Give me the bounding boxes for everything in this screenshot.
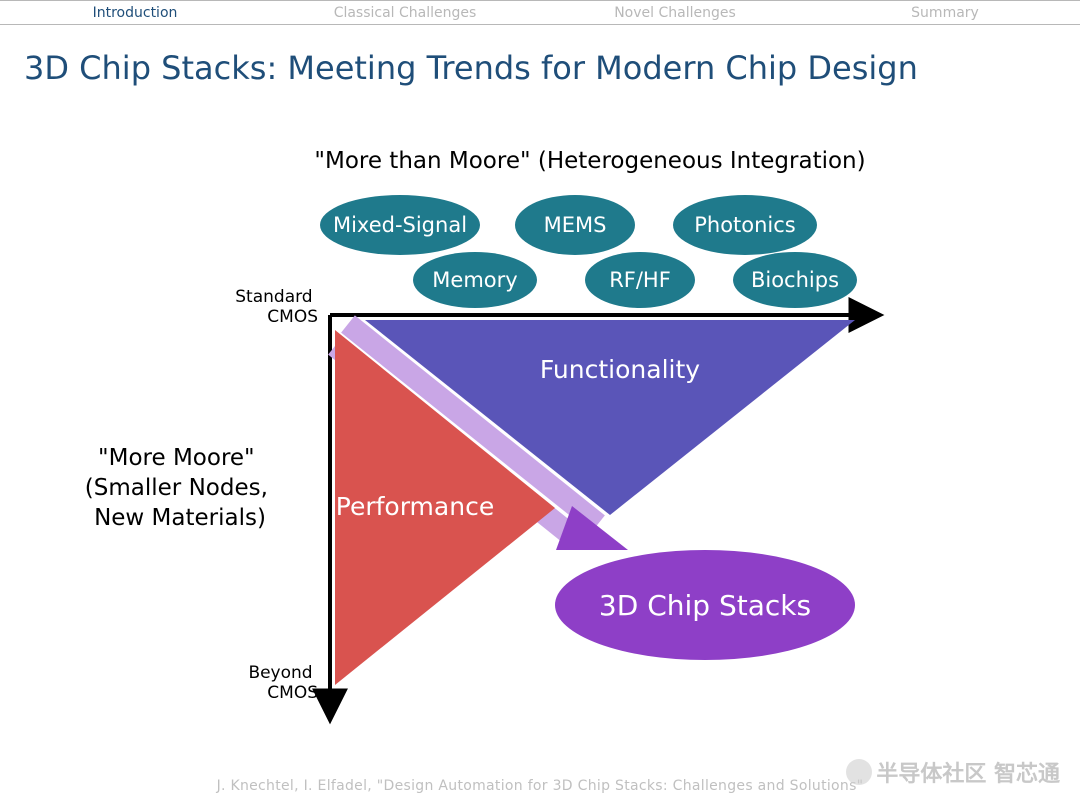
ellipse-biochips: Biochips [733,252,857,308]
svg-text:Memory: Memory [432,268,517,292]
label-standard-cmos: Standard CMOS [235,287,318,327]
wechat-icon [846,759,872,785]
slide-title: 3D Chip Stacks: Meeting Trends for Moder… [0,25,1080,87]
svg-text:3D Chip Stacks: 3D Chip Stacks [599,589,811,622]
watermark-text: 半导体社区 智芯通 [876,756,1060,788]
ellipse-3d-chip-stacks: 3D Chip Stacks [555,550,855,660]
svg-text:Biochips: Biochips [751,268,839,292]
tab-novel[interactable]: Novel Challenges [540,1,810,24]
label-beyond-cmos: Beyond CMOS [248,663,318,703]
ellipse-mems: MEMS [515,195,635,255]
ellipse-rfhf: RF/HF [585,252,695,308]
tab-introduction[interactable]: Introduction [0,1,270,24]
header-more-than-moore: "More than Moore" (Heterogeneous Integra… [314,148,865,174]
label-performance: Performance [336,492,494,521]
tab-classical[interactable]: Classical Challenges [270,1,540,24]
svg-text:RF/HF: RF/HF [609,268,671,292]
svg-text:MEMS: MEMS [544,213,607,237]
label-more-moore: "More Moore" (Smaller Nodes, New Materia… [85,445,275,531]
svg-text:Mixed-Signal: Mixed-Signal [333,213,467,237]
tab-bar: Introduction Classical Challenges Novel … [0,0,1080,25]
ellipse-mixed-signal: Mixed-Signal [320,195,480,255]
ellipse-memory: Memory [413,252,537,308]
diagram-svg: "More than Moore" (Heterogeneous Integra… [0,130,1080,750]
tab-summary[interactable]: Summary [810,1,1080,24]
label-functionality: Functionality [540,355,700,384]
ellipse-photonics: Photonics [673,195,817,255]
svg-text:Photonics: Photonics [694,213,796,237]
watermark: 半导体社区 智芯通 [846,756,1060,788]
